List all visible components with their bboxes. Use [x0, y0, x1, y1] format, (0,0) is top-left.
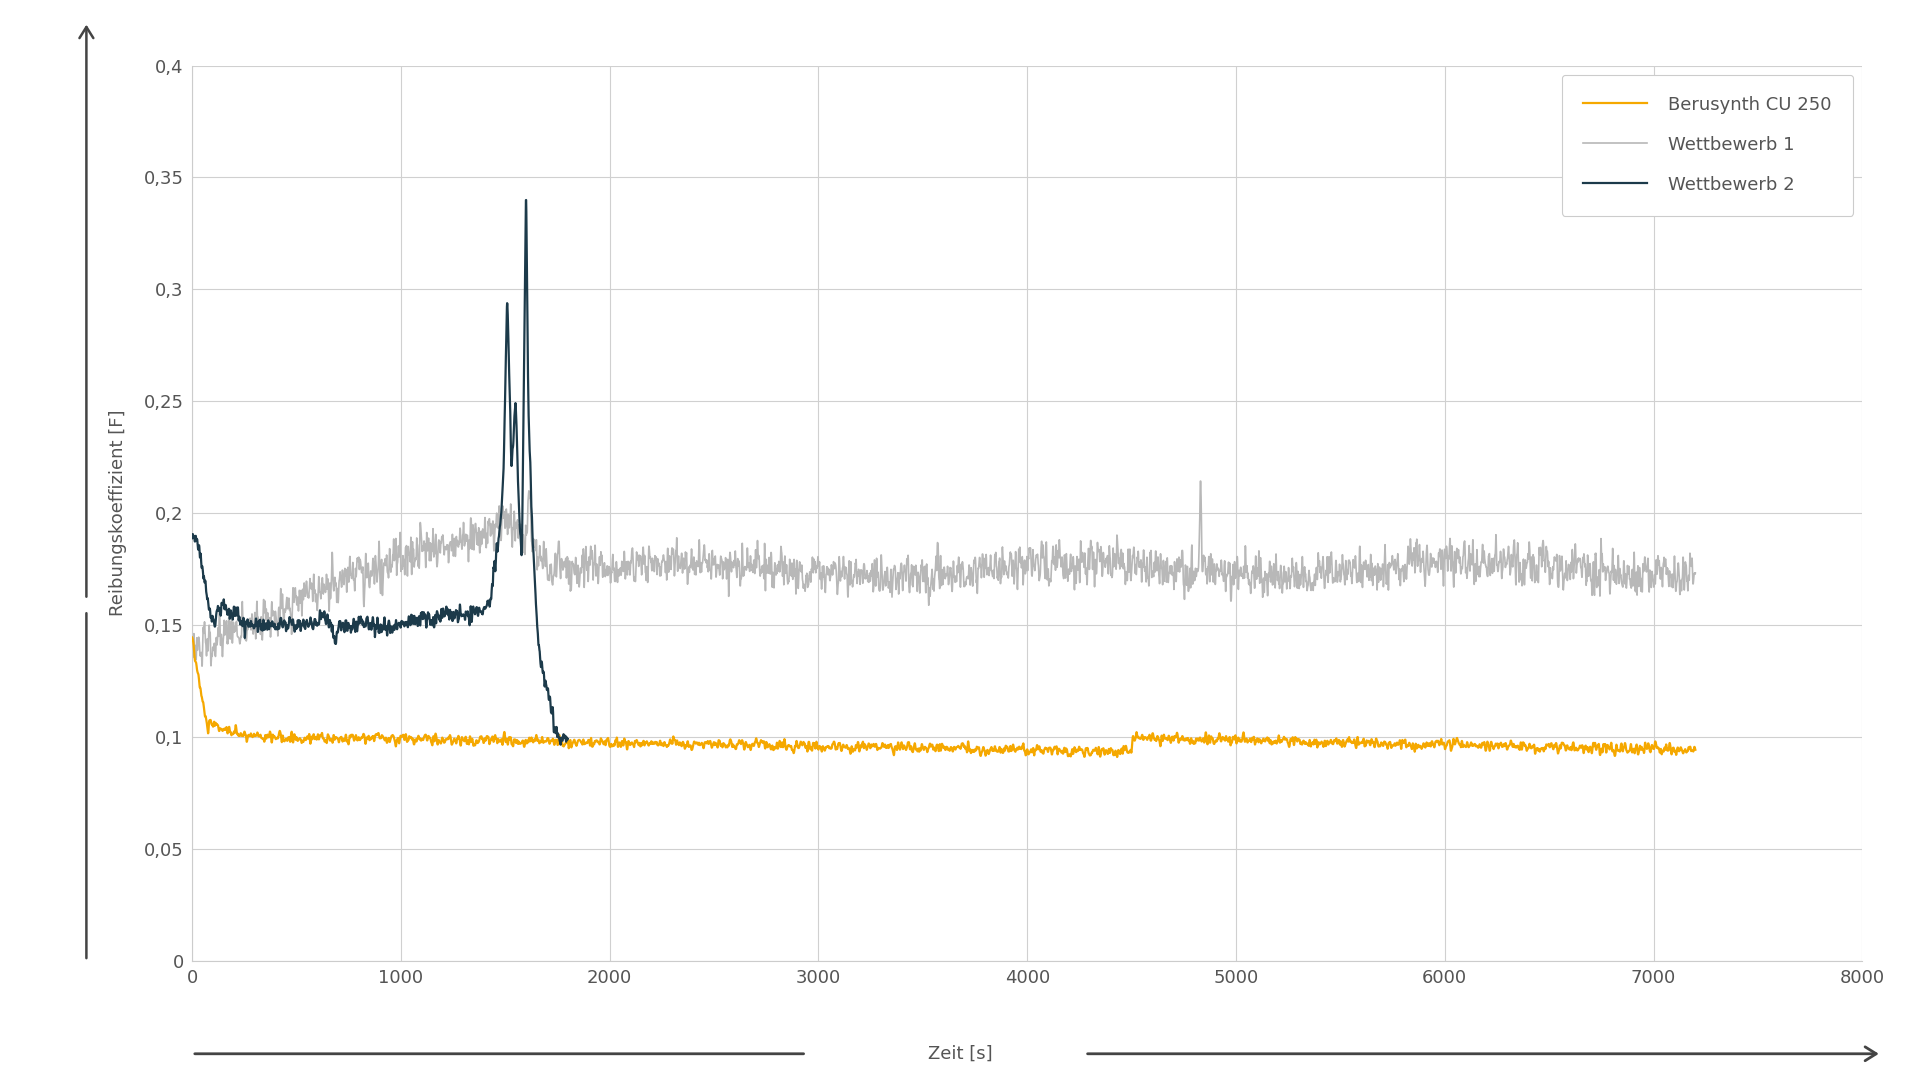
Line: Wettbewerb 1: Wettbewerb 1 — [192, 482, 1695, 666]
Berusynth CU 250 — [1684, 744, 1707, 757]
Berusynth CU 250 — [893, 740, 916, 753]
Berusynth CU 250 — [691, 738, 714, 751]
Wettbewerb 2 — [334, 616, 357, 629]
Wettbewerb 2 — [549, 738, 572, 751]
Wettbewerb 1 — [190, 660, 213, 673]
Line: Wettbewerb 2: Wettbewerb 2 — [192, 200, 568, 745]
Berusynth CU 250 — [1620, 746, 1644, 759]
Berusynth CU 250 — [1106, 750, 1129, 763]
Wettbewerb 2 — [438, 609, 461, 622]
Wettbewerb 2 — [336, 625, 359, 638]
Legend: Berusynth CU 250, Wettbewerb 1, Wettbewerb 2: Berusynth CU 250, Wettbewerb 1, Wettbewe… — [1561, 74, 1853, 216]
Wettbewerb 2 — [321, 619, 344, 632]
Wettbewerb 1 — [1281, 571, 1304, 584]
Line: Berusynth CU 250: Berusynth CU 250 — [192, 638, 1695, 757]
Wettbewerb 2 — [557, 733, 580, 746]
Wettbewerb 1 — [691, 551, 714, 565]
Wettbewerb 1 — [1323, 571, 1346, 584]
Wettbewerb 1 — [1188, 475, 1212, 488]
Wettbewerb 1 — [1684, 567, 1707, 580]
Berusynth CU 250 — [1323, 736, 1346, 749]
Wettbewerb 1 — [180, 638, 204, 651]
Berusynth CU 250 — [180, 631, 204, 644]
Wettbewerb 2 — [515, 193, 538, 206]
Berusynth CU 250 — [1601, 745, 1624, 758]
Wettbewerb 1 — [893, 566, 916, 579]
Y-axis label: Reibungskoeffizient [F]: Reibungskoeffizient [F] — [109, 410, 127, 617]
Wettbewerb 2 — [180, 532, 204, 545]
Wettbewerb 1 — [1620, 568, 1644, 581]
Wettbewerb 2 — [261, 615, 284, 628]
Text: Zeit [s]: Zeit [s] — [927, 1045, 993, 1063]
Wettbewerb 2 — [202, 613, 225, 626]
Wettbewerb 1 — [1603, 562, 1626, 575]
Berusynth CU 250 — [1279, 733, 1302, 746]
